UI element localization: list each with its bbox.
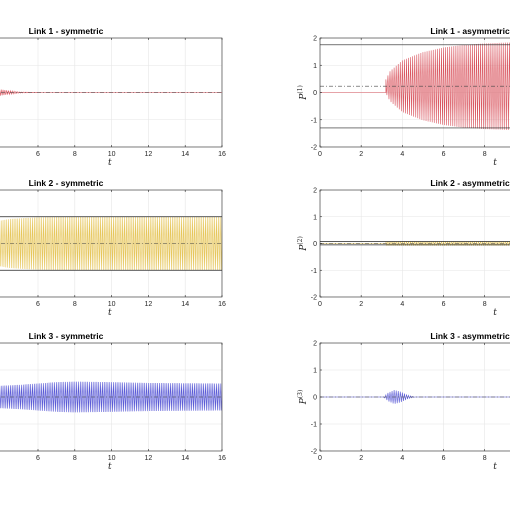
x-tick-label: 12 xyxy=(145,151,153,158)
x-tick-label: 0 xyxy=(318,151,322,158)
x-axis-label: t xyxy=(108,308,112,318)
panel-title: Link 1 - symmetric xyxy=(29,26,104,36)
panel-title: Link 2 - symmetric xyxy=(29,178,104,188)
y-axis-label: P(3) xyxy=(297,390,309,406)
x-tick-label: 16 xyxy=(218,151,226,158)
x-tick-label: 6 xyxy=(442,151,446,158)
y-axis-label: P(1) xyxy=(297,85,309,101)
x-tick-label: 14 xyxy=(181,455,189,462)
panel-2: 0 2 4 6 8 -2 -1 0 1 2 t P(1) Link 1 - asymmetric xyxy=(297,26,510,168)
x-tick-label: 16 xyxy=(218,455,226,462)
x-tick-label: 12 xyxy=(145,455,153,462)
axes-box xyxy=(0,189,223,298)
panel-title: Link 2 - asymmetric xyxy=(430,178,510,188)
x-tick-label: 6 xyxy=(36,151,40,158)
x-tick-label: 10 xyxy=(108,151,116,158)
x-tick-label: 4 xyxy=(400,151,404,158)
y-tick-label: -2 xyxy=(311,295,317,302)
y-tick-label: 0 xyxy=(313,395,317,402)
panel-6: 0 2 4 6 8 -2 -1 0 1 2 t P(3) Link 3 - asymmetric xyxy=(297,331,510,472)
y-tick-label: 0 xyxy=(313,241,317,248)
x-tick-label: 8 xyxy=(483,455,487,462)
y-tick-label: 1 xyxy=(313,214,317,221)
panel-1: 6 8 10 12 14 16 t Link 1 - symmetric xyxy=(0,26,226,168)
y-tick-label: 1 xyxy=(313,63,317,70)
grid xyxy=(320,38,510,147)
x-tick-label: 0 xyxy=(318,301,322,308)
x-tick-label: 6 xyxy=(442,301,446,308)
signal-series xyxy=(320,241,510,246)
axes-box xyxy=(0,37,223,148)
x-tick-label: 8 xyxy=(73,151,77,158)
x-tick-label: 10 xyxy=(108,301,116,308)
y-axis-label: P(2) xyxy=(297,236,309,252)
x-axis-label: t xyxy=(493,158,497,168)
panel-5: 6 8 10 12 14 16 t Link 3 - symmetric xyxy=(0,331,226,472)
x-tick-label: 2 xyxy=(359,151,363,158)
x-tick-label: 16 xyxy=(218,301,226,308)
x-tick-label: 6 xyxy=(442,455,446,462)
signal-series xyxy=(0,381,222,413)
x-tick-label: 14 xyxy=(181,301,189,308)
x-tick-label: 8 xyxy=(483,301,487,308)
x-axis-label: t xyxy=(108,158,112,168)
panel-title: Link 3 - asymmetric xyxy=(430,331,510,341)
x-tick-label: 8 xyxy=(483,151,487,158)
y-tick-label: 2 xyxy=(313,188,317,195)
y-tick-label: 1 xyxy=(313,368,317,375)
y-tick-label: -1 xyxy=(311,268,317,275)
y-tick-label: -1 xyxy=(311,117,317,124)
x-tick-label: 8 xyxy=(73,455,77,462)
y-tick-label: 2 xyxy=(313,36,317,43)
y-tick-label: -1 xyxy=(311,422,317,429)
x-axis-label: t xyxy=(493,462,497,472)
x-axis-label: t xyxy=(108,462,112,472)
x-tick-label: 6 xyxy=(36,455,40,462)
panel-4: 0 2 4 6 8 -2 -1 0 1 2 t P(2) Link 2 - asymmetric xyxy=(297,178,510,318)
axes-box xyxy=(0,342,223,452)
x-tick-label: 6 xyxy=(36,301,40,308)
y-tick-label: -2 xyxy=(311,145,317,152)
x-tick-label: 4 xyxy=(400,455,404,462)
x-tick-label: 4 xyxy=(400,301,404,308)
y-tick-label: -2 xyxy=(311,449,317,456)
panel-title: Link 3 - symmetric xyxy=(29,331,104,341)
x-tick-label: 2 xyxy=(359,455,363,462)
x-tick-label: 12 xyxy=(145,301,153,308)
signal-series xyxy=(320,42,510,130)
x-tick-label: 2 xyxy=(359,301,363,308)
x-tick-label: 8 xyxy=(73,301,77,308)
y-tick-label: 0 xyxy=(313,90,317,97)
x-axis-label: t xyxy=(493,308,497,318)
x-tick-label: 0 xyxy=(318,455,322,462)
panel-3: 6 8 10 12 14 16 t Link 2 - symmetric xyxy=(0,178,226,318)
x-tick-label: 14 xyxy=(181,151,189,158)
x-tick-label: 10 xyxy=(108,455,116,462)
y-tick-label: 2 xyxy=(313,341,317,348)
panel-title: Link 1 - asymmetric xyxy=(430,26,510,36)
